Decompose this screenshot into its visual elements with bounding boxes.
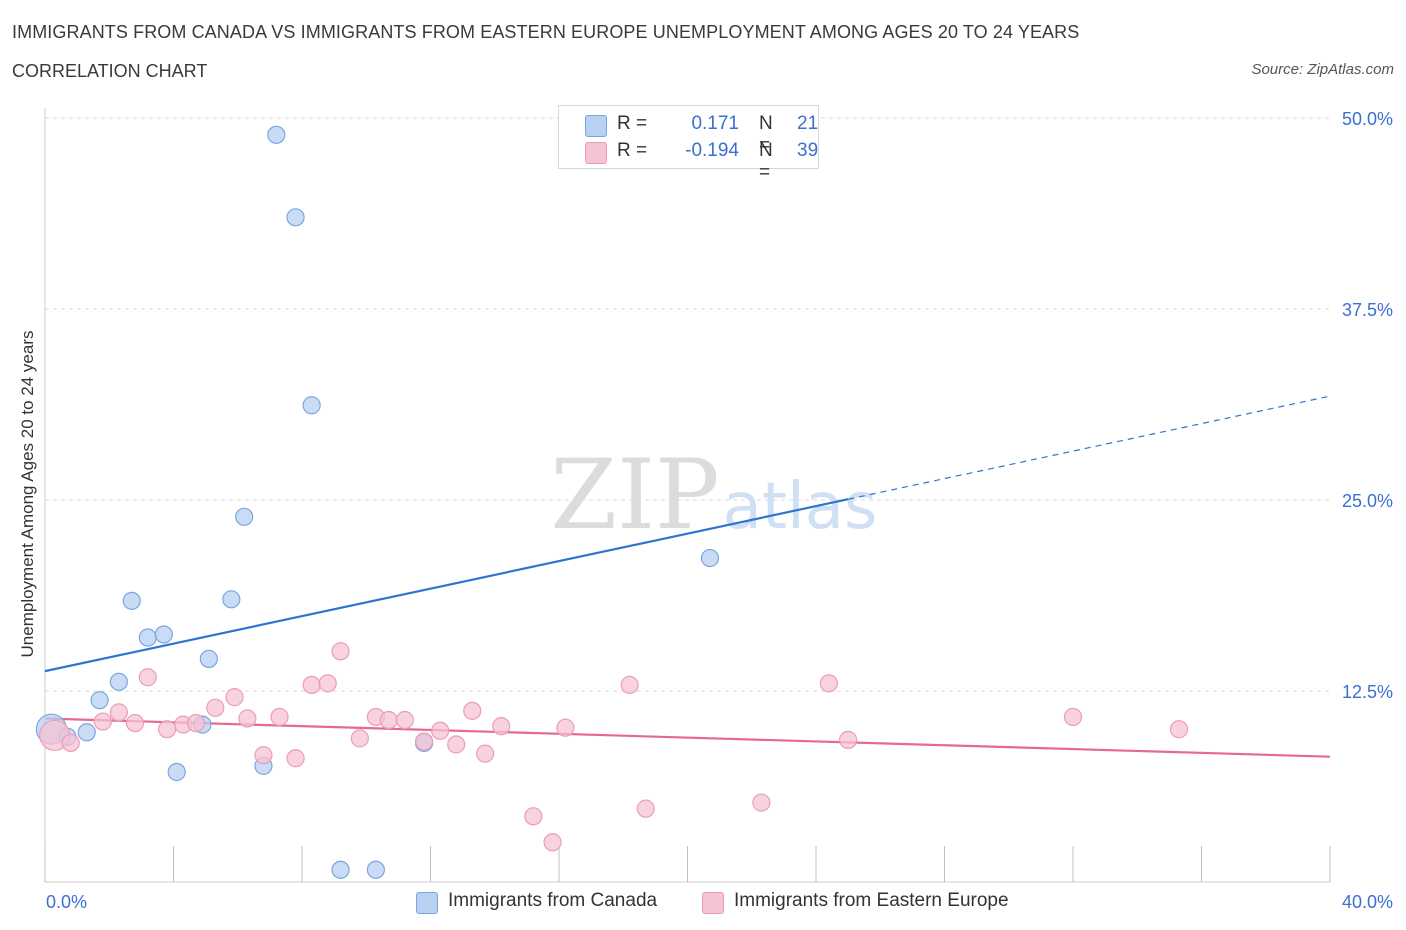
data-point-canada [138, 628, 157, 647]
data-point-canada [700, 548, 720, 568]
bottom-legend-swatch-canada [416, 892, 438, 914]
legend-r-label: R = [617, 140, 648, 161]
data-point-eastern-europe [350, 729, 369, 748]
data-point-canada [154, 625, 173, 644]
data-point-canada [302, 396, 321, 415]
y-tick-label: 25.0% [1342, 491, 1393, 511]
data-point-eastern-europe [543, 833, 562, 852]
data-point-canada [77, 723, 96, 742]
chart-subtitle: CORRELATION CHART [12, 61, 208, 81]
data-point-canada [90, 691, 109, 710]
legend-r-value-canada: 0.171 [691, 113, 739, 134]
trend-line-canada [44, 498, 849, 673]
data-point-canada [222, 590, 241, 609]
x-tick-label: 0.0% [46, 892, 87, 912]
data-point-eastern-europe [125, 713, 145, 733]
data-point-canada [286, 208, 305, 227]
data-point-eastern-europe [270, 707, 289, 727]
data-point-eastern-europe [318, 674, 337, 693]
legend-r-label: R = [617, 113, 648, 134]
bottom-legend-swatch-eastern-europe [702, 892, 724, 914]
watermark-atlas: atlas [723, 470, 878, 544]
data-point-eastern-europe [254, 746, 273, 765]
legend-n-label: N = [759, 140, 773, 183]
y-tick-label: 37.5% [1342, 300, 1393, 320]
data-point-eastern-europe [492, 717, 511, 736]
data-point-eastern-europe [1063, 707, 1083, 727]
data-point-eastern-europe [463, 701, 482, 720]
data-point-canada [122, 591, 141, 610]
data-point-eastern-europe [819, 674, 838, 693]
watermark-zip: ZIP [550, 439, 719, 551]
trend-line-eastern-europe [44, 717, 1331, 758]
legend-n-value-canada: 21 [797, 113, 819, 134]
bottom-legend-label-canada: Immigrants from Canada [448, 890, 658, 911]
y-tick-label: 50.0% [1342, 109, 1393, 129]
legend-r-value-eastern-europe: -0.194 [685, 140, 739, 161]
legend-n-label: N = [759, 113, 773, 156]
data-point-canada [331, 860, 350, 879]
data-point-eastern-europe [138, 668, 157, 687]
data-point-eastern-europe [331, 642, 350, 661]
data-point-canada [235, 507, 254, 526]
y-axis-label: Unemployment Among Ages 20 to 24 years [18, 330, 37, 658]
data-point-canada [167, 762, 186, 782]
data-point-eastern-europe [61, 733, 80, 753]
axes [44, 108, 1331, 883]
data-point-eastern-europe [186, 713, 206, 733]
data-point-eastern-europe [379, 710, 398, 730]
data-point-eastern-europe [206, 698, 225, 717]
watermark: ZIP atlas [550, 439, 877, 551]
chart-title: IMMIGRANTS FROM CANADA VS IMMIGRANTS FRO… [12, 22, 1080, 42]
stats-legend: R = 0.171 N = 21 R = -0.194 N = 39 [558, 105, 819, 183]
data-point-eastern-europe [1169, 720, 1189, 739]
trend-extension-canada [847, 395, 1331, 500]
source-label: Source: ZipAtlas.com [1251, 61, 1394, 78]
trend-lines [44, 395, 1331, 758]
legend-swatch-eastern-europe [585, 142, 607, 164]
data-point-eastern-europe [238, 709, 257, 728]
data-point-eastern-europe [524, 807, 543, 826]
data-point-eastern-europe [414, 732, 434, 751]
data-points [35, 125, 1189, 879]
data-point-eastern-europe [302, 675, 321, 694]
data-point-eastern-europe [225, 688, 244, 707]
y-tick-label: 12.5% [1342, 682, 1393, 702]
data-point-eastern-europe [752, 793, 771, 812]
legend-swatch-canada [585, 115, 607, 137]
data-point-eastern-europe [636, 799, 655, 818]
data-point-canada [366, 860, 385, 879]
data-point-eastern-europe [447, 735, 466, 754]
legend-n-value-eastern-europe: 39 [797, 140, 819, 161]
x-tick-label: 40.0% [1342, 892, 1393, 912]
data-point-eastern-europe [476, 744, 495, 763]
data-point-eastern-europe [157, 720, 177, 739]
data-point-canada [199, 649, 218, 669]
bottom-legend-label-eastern-europe: Immigrants from Eastern Europe [734, 890, 1009, 911]
data-point-eastern-europe [93, 712, 112, 731]
data-point-canada [267, 125, 286, 144]
tick-labels: 12.5% 25.0% 37.5% 50.0% 0.0% 40.0% [46, 109, 1393, 912]
data-point-eastern-europe [556, 718, 575, 737]
data-point-eastern-europe [395, 710, 414, 730]
data-point-eastern-europe [620, 675, 639, 694]
data-point-eastern-europe [431, 721, 450, 740]
data-point-eastern-europe [109, 703, 128, 722]
data-point-canada [109, 672, 128, 691]
data-point-eastern-europe [839, 730, 858, 749]
data-point-eastern-europe [286, 749, 305, 768]
